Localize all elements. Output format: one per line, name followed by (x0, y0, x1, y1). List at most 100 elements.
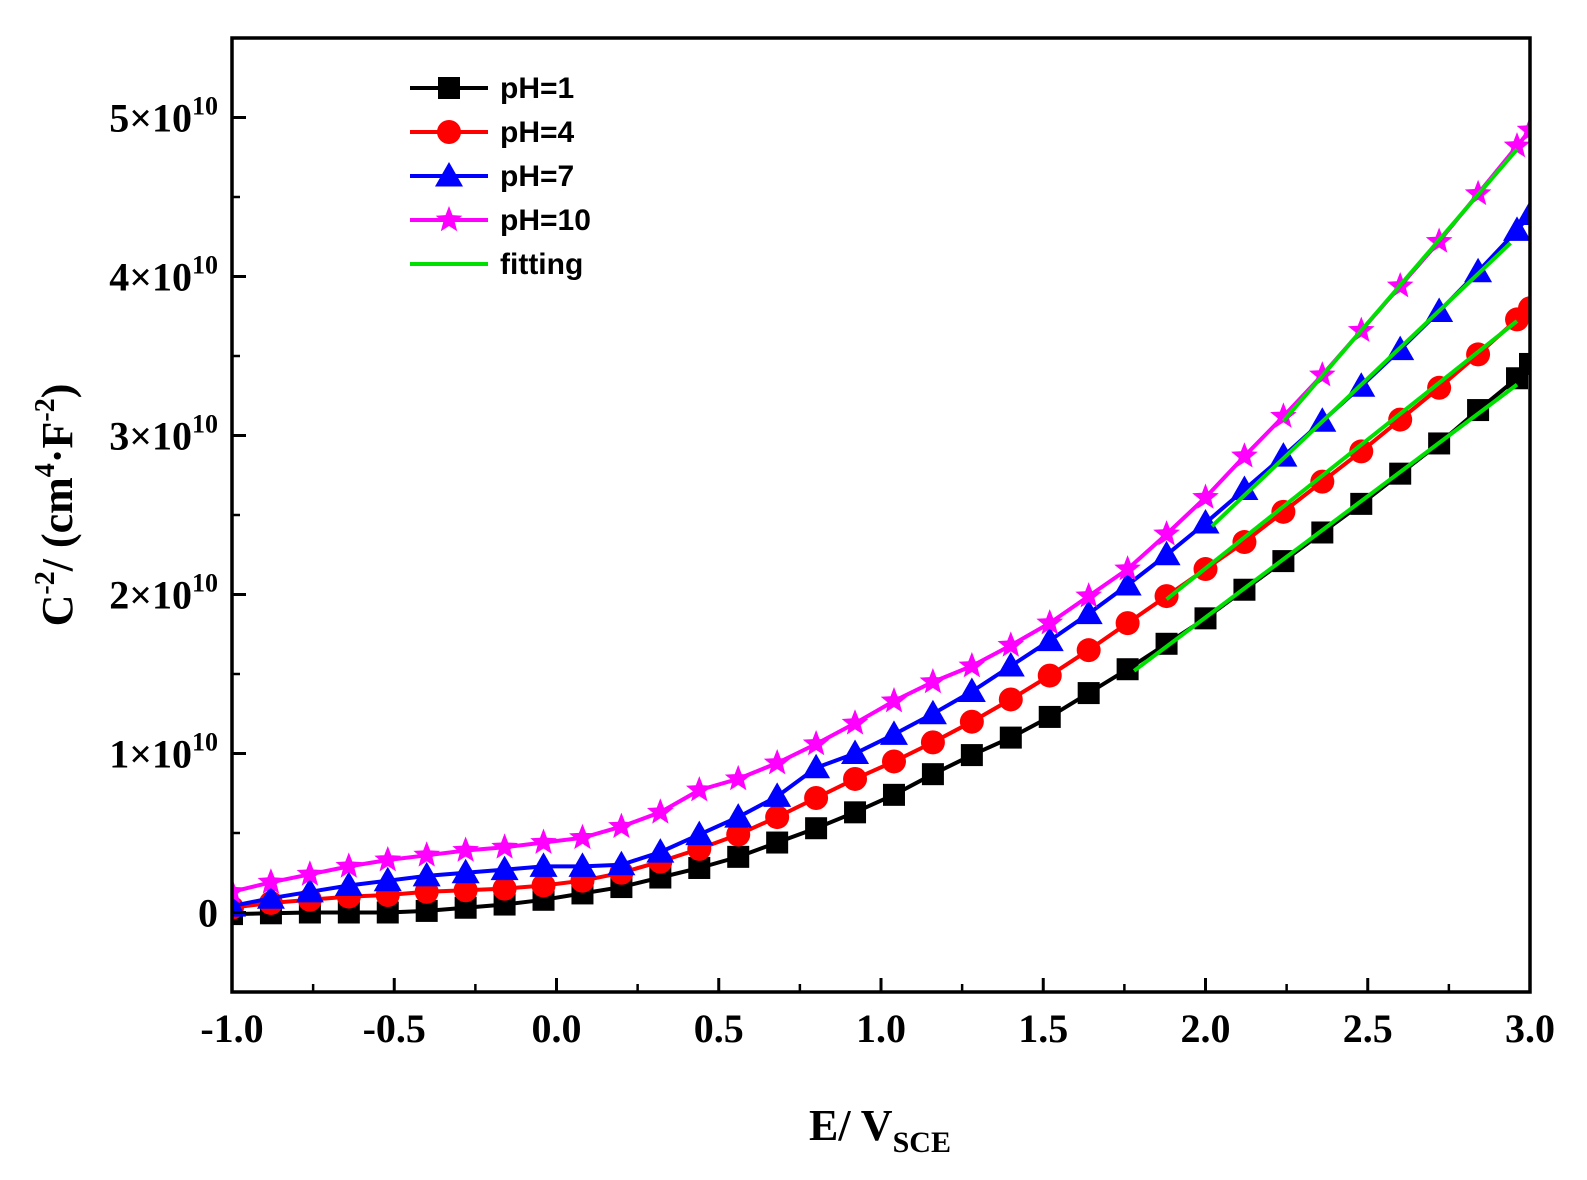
data-point-pH=4-18 (920, 730, 945, 755)
legend: pH=1 pH=4 pH=7 pH=10 fitting (410, 72, 591, 281)
data-point-pH=10-7 (491, 833, 518, 859)
data-point-pH=7-22 (1074, 599, 1103, 625)
legend-marker-pH=10 (435, 206, 463, 232)
data-point-pH=10-25 (1192, 483, 1219, 509)
data-point-pH=1-13 (727, 845, 750, 868)
data-point-pH=1-4 (376, 901, 399, 924)
data-point-pH=7-21 (1035, 626, 1064, 652)
series-line-pH=4 (232, 306, 1530, 910)
data-point-pH=4-23 (1115, 611, 1140, 636)
fitting-line-3 (1281, 147, 1519, 423)
legend-item-pH=10: pH=10 (410, 204, 591, 237)
data-point-pH=4-29 (1349, 439, 1374, 464)
data-point-pH=7-2 (295, 877, 324, 903)
y-tick-label-0: 0 (198, 891, 218, 936)
data-point-pH=4-17 (881, 749, 906, 774)
data-point-pH=4-26 (1232, 530, 1257, 555)
data-point-pH=1-18 (921, 763, 944, 786)
series-pH=10 (232, 116, 1530, 904)
legend-label-fitting: fitting (500, 248, 583, 281)
data-point-pH=10-21 (1036, 609, 1064, 635)
data-point-pH=1-12 (688, 856, 711, 879)
data-point-pH=10-34 (1516, 116, 1530, 142)
data-point-pH=4-30 (1388, 407, 1413, 432)
x-tick-label-5: 1.5 (1018, 1006, 1068, 1051)
data-point-pH=1-23 (1116, 658, 1139, 681)
data-point-pH=1-21 (1038, 705, 1061, 728)
x-tick-label-4: 1.0 (856, 1006, 906, 1051)
data-point-pH=10-8 (530, 828, 557, 854)
data-point-pH=10-2 (296, 860, 324, 886)
data-point-pH=10-5 (413, 841, 440, 867)
legend-label-pH=7: pH=7 (500, 160, 574, 193)
axis-labels: E/ VSCE C-2/ (cm4·F-2) (30, 384, 951, 1159)
data-area (232, 116, 1530, 926)
data-point-pH=7-33 (1503, 216, 1530, 241)
data-point-pH=1-20 (999, 726, 1022, 749)
data-point-pH=10-33 (1503, 132, 1530, 158)
legend-label-pH=1: pH=1 (500, 72, 574, 105)
data-point-pH=7-24 (1152, 540, 1181, 566)
data-point-pH=10-17 (880, 687, 908, 713)
data-point-pH=1-17 (882, 783, 905, 806)
data-point-pH=10-19 (958, 652, 986, 678)
plot-layer (232, 116, 1530, 926)
x-tick-label-6: 2.0 (1181, 1006, 1231, 1051)
x-tick-label-8: 3.0 (1505, 1006, 1555, 1051)
data-point-pH=7-23 (1113, 570, 1142, 596)
data-point-pH=1-6 (454, 896, 477, 919)
data-point-pH=1-5 (415, 899, 438, 922)
x-tick-label-3: 0.5 (694, 1006, 744, 1051)
data-point-pH=1-19 (960, 744, 983, 767)
fitting-line-2 (1210, 241, 1512, 528)
data-point-pH=7-27 (1269, 442, 1298, 467)
data-point-pH=7-12 (685, 820, 714, 846)
data-point-pH=7-1 (256, 884, 285, 909)
legend-marker-pH=1 (438, 77, 460, 99)
data-point-pH=1-14 (766, 831, 789, 854)
data-point-pH=4-8 (531, 873, 556, 898)
data-point-pH=10-13 (724, 764, 752, 791)
data-point-pH=7-26 (1230, 475, 1259, 501)
legend-item-pH=7: pH=7 (410, 160, 574, 193)
data-point-pH=7-16 (841, 739, 870, 764)
data-point-pH=4-24 (1154, 584, 1179, 609)
series-pH=4 (232, 296, 1530, 920)
data-point-pH=7-15 (802, 753, 831, 779)
y-tick-label-1: 1×1010 (109, 728, 218, 777)
data-point-pH=7-7 (490, 855, 519, 881)
legend-label-pH=10: pH=10 (500, 204, 591, 237)
x-tick-label-0: -1.0 (200, 1006, 263, 1051)
data-point-pH=7-9 (568, 852, 597, 877)
data-point-pH=7-17 (879, 720, 908, 745)
data-point-pH=4-14 (765, 805, 790, 830)
y-axis-label: C-2/ (cm4·F-2) (30, 384, 82, 627)
data-point-pH=10-24 (1153, 520, 1180, 546)
y-tick-label-3: 3×1010 (109, 410, 218, 459)
data-point-pH=10-22 (1075, 582, 1102, 608)
data-point-pH=10-12 (686, 776, 713, 802)
axis-layer: -1.0 -0.5 0.0 0.5 1.0 1.5 2.0 2.5 3.0 0 1×1010 2×10… (109, 36, 1555, 1051)
data-point-pH=10-26 (1231, 442, 1258, 468)
legend-label-pH=4: pH=4 (500, 116, 575, 149)
y-tick-label-5: 5×1010 (109, 92, 218, 141)
data-point-pH=10-14 (763, 749, 791, 775)
data-point-pH=1-15 (805, 817, 828, 840)
data-point-pH=4-15 (804, 786, 829, 811)
data-point-pH=10-3 (335, 852, 363, 878)
legend-item-fitting: fitting (410, 248, 583, 281)
data-point-pH=7-13 (724, 803, 753, 828)
data-point-pH=10-15 (802, 730, 830, 756)
data-point-pH=1-22 (1077, 682, 1100, 705)
data-point-pH=10-16 (841, 709, 869, 735)
data-point-pH=4-19 (959, 709, 984, 734)
legend-item-pH=4: pH=4 (410, 116, 575, 149)
data-point-pH=10-18 (919, 668, 947, 694)
data-point-pH=4-6 (453, 878, 478, 903)
data-point-pH=4-34 (1518, 296, 1530, 321)
data-point-pH=10-9 (569, 823, 596, 850)
data-point-pH=10-0 (232, 877, 246, 904)
series-line-pH=1 (232, 362, 1530, 917)
x-tick-label-7: 2.5 (1343, 1006, 1393, 1051)
